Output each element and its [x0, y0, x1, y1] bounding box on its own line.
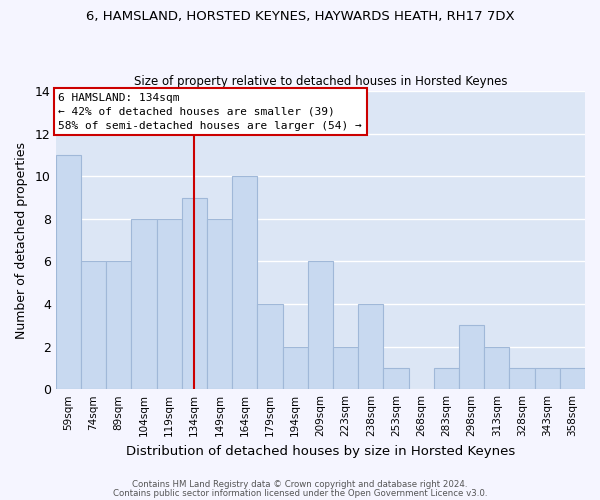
Bar [535, 368, 560, 389]
Bar [509, 368, 535, 389]
Bar [81, 262, 106, 389]
Bar [308, 262, 333, 389]
Title: Size of property relative to detached houses in Horsted Keynes: Size of property relative to detached ho… [134, 76, 507, 88]
Bar [560, 368, 585, 389]
Bar [131, 219, 157, 389]
Bar [232, 176, 257, 389]
Y-axis label: Number of detached properties: Number of detached properties [15, 142, 28, 338]
Bar [106, 262, 131, 389]
X-axis label: Distribution of detached houses by size in Horsted Keynes: Distribution of detached houses by size … [126, 444, 515, 458]
Bar [182, 198, 207, 389]
Bar [283, 346, 308, 389]
Bar [484, 346, 509, 389]
Text: Contains public sector information licensed under the Open Government Licence v3: Contains public sector information licen… [113, 488, 487, 498]
Bar [434, 368, 459, 389]
Text: 6, HAMSLAND, HORSTED KEYNES, HAYWARDS HEATH, RH17 7DX: 6, HAMSLAND, HORSTED KEYNES, HAYWARDS HE… [86, 10, 514, 23]
Bar [383, 368, 409, 389]
Bar [207, 219, 232, 389]
Bar [358, 304, 383, 389]
Bar [257, 304, 283, 389]
Text: 6 HAMSLAND: 134sqm
← 42% of detached houses are smaller (39)
58% of semi-detache: 6 HAMSLAND: 134sqm ← 42% of detached hou… [58, 92, 362, 130]
Text: Contains HM Land Registry data © Crown copyright and database right 2024.: Contains HM Land Registry data © Crown c… [132, 480, 468, 489]
Bar [459, 326, 484, 389]
Bar [56, 155, 81, 389]
Bar [157, 219, 182, 389]
Bar [333, 346, 358, 389]
